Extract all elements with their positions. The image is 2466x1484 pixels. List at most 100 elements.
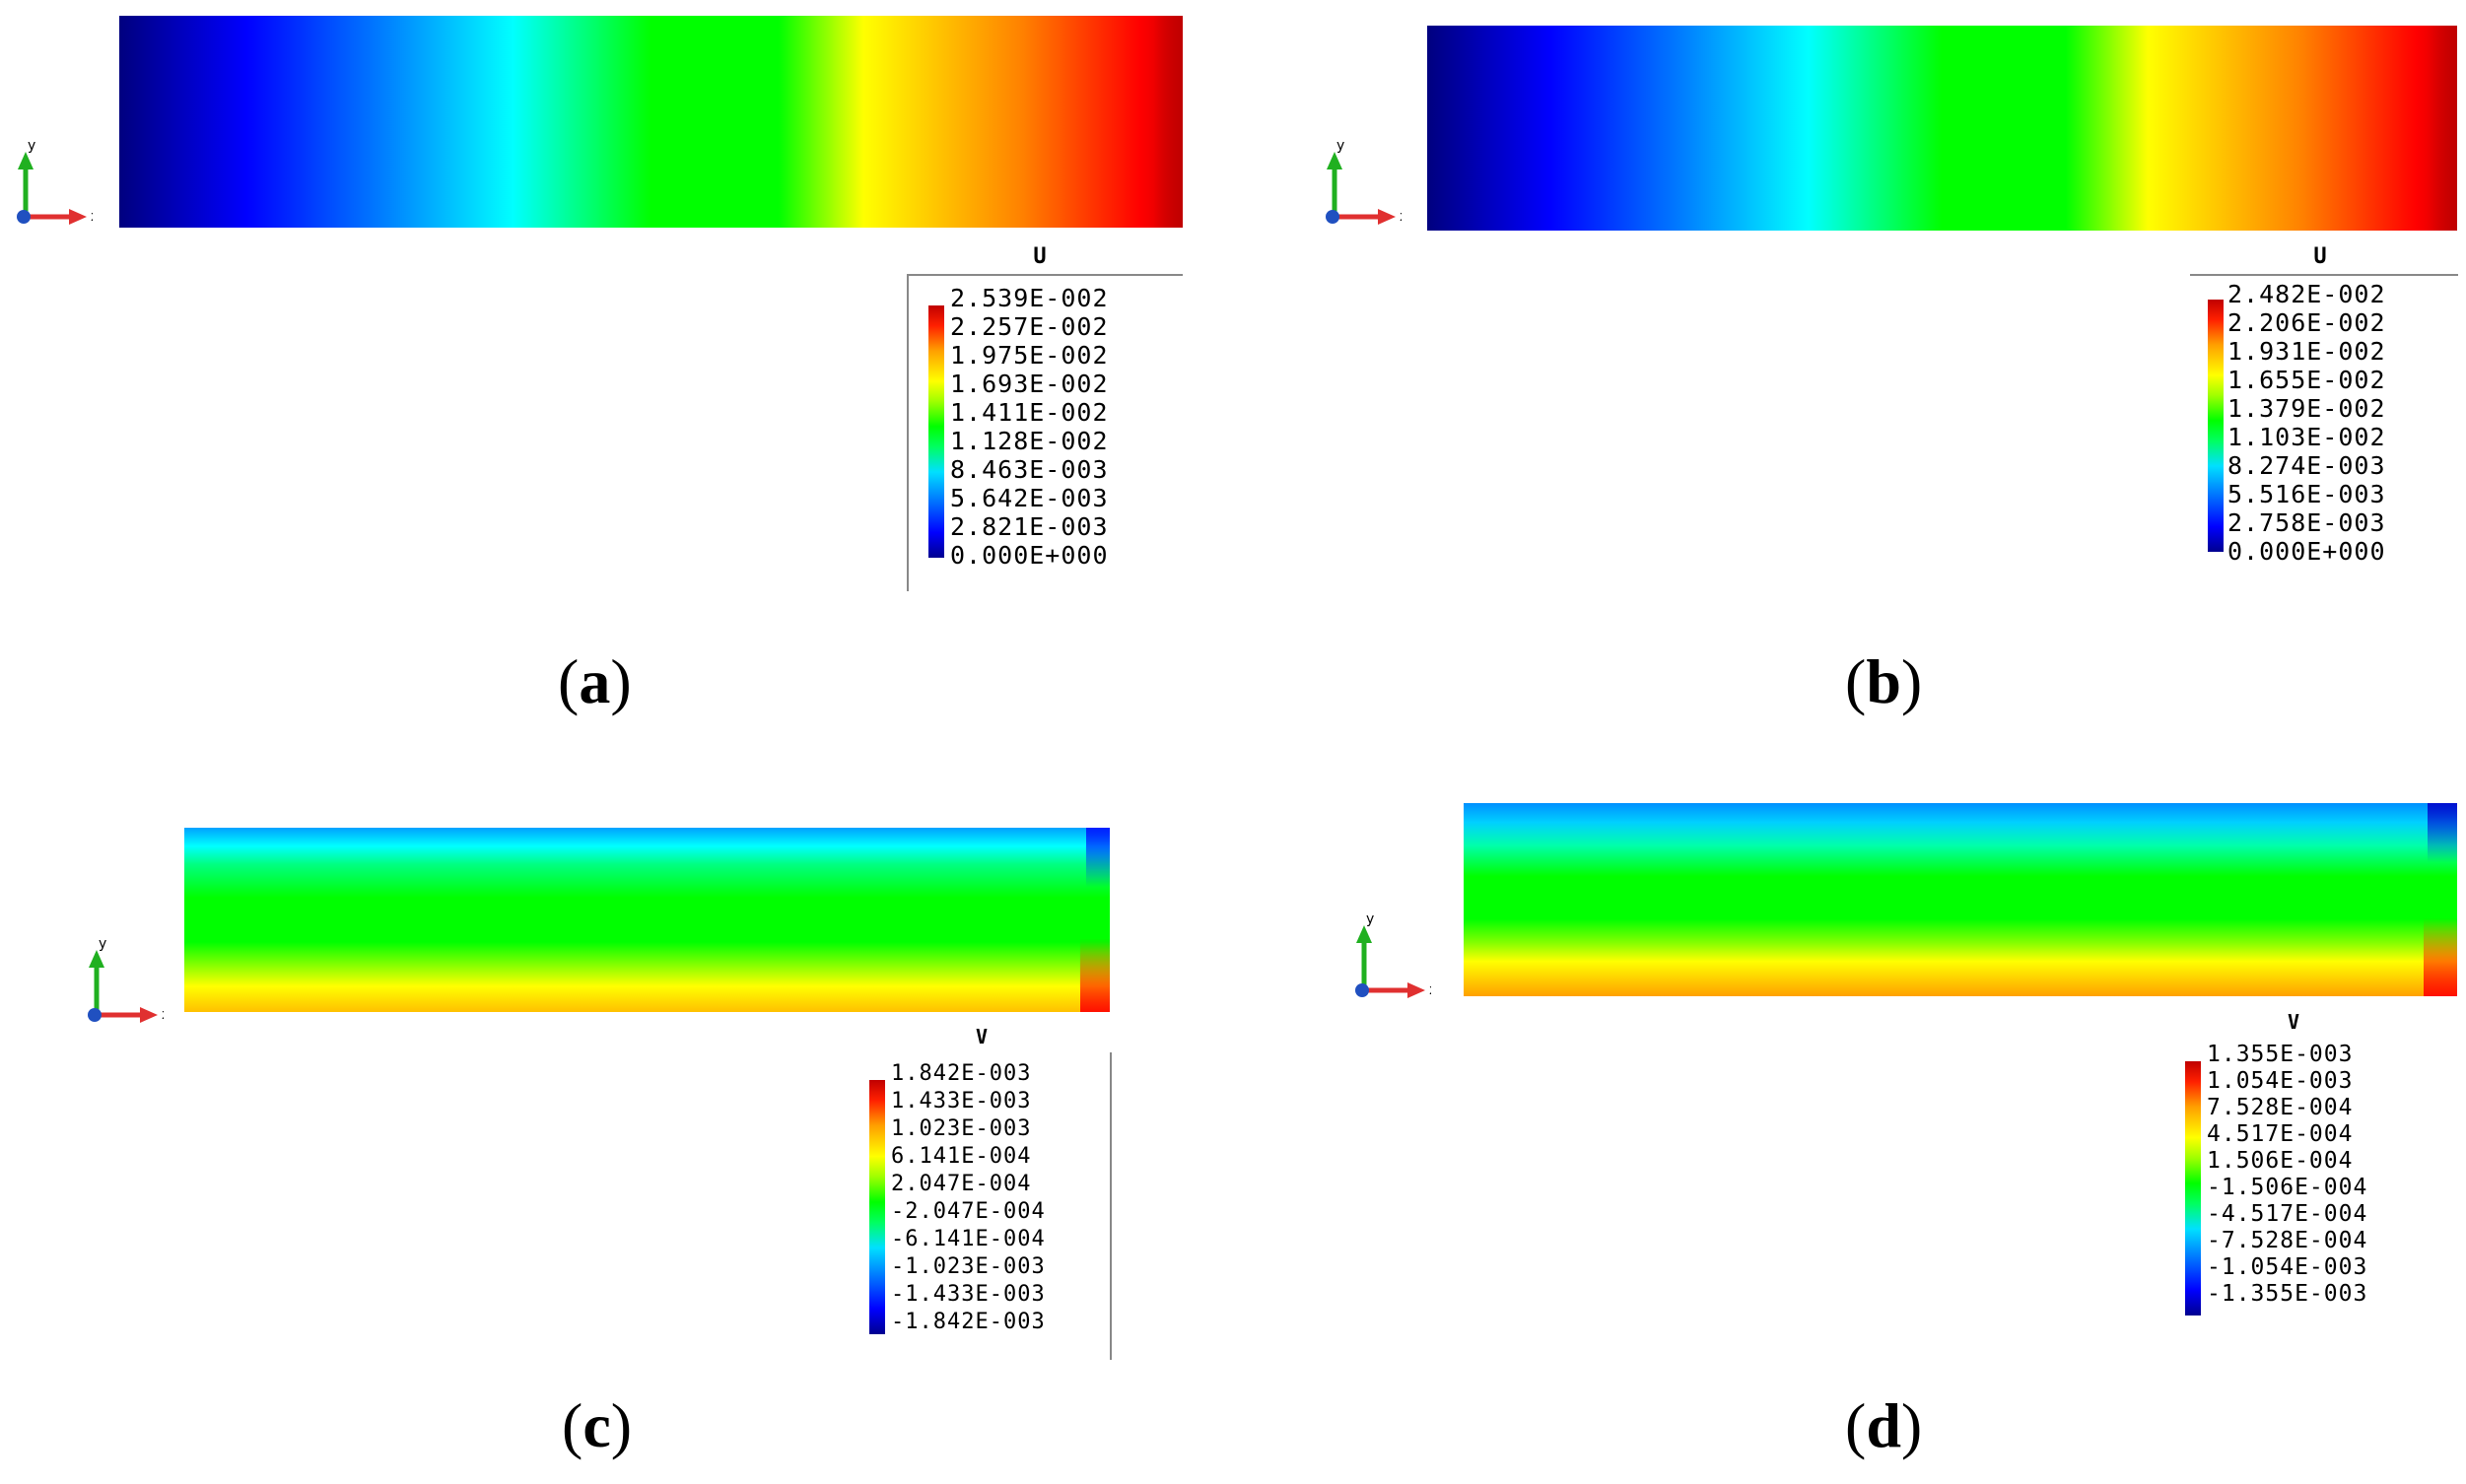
legend-frame: [907, 274, 909, 591]
legend-value: 1.411E-002: [950, 398, 1109, 427]
legend-value: 1.355E-003: [2207, 1042, 2354, 1067]
legend-color-bar: [2185, 1061, 2201, 1315]
legend-value: 1.379E-002: [2227, 394, 2386, 423]
legend-value: -1.355E-003: [2207, 1281, 2368, 1307]
legend-value: 7.528E-004: [2207, 1095, 2354, 1120]
caption-letter: d: [1866, 1390, 1901, 1460]
legend-value: 1.931E-002: [2227, 337, 2386, 366]
z-axis-dot: [17, 210, 31, 224]
legend-value: 1.506E-004: [2207, 1148, 2354, 1174]
legend-value: 1.842E-003: [891, 1061, 1032, 1086]
legend-value: 1.128E-002: [950, 427, 1109, 455]
axis-triad-c: y x: [88, 936, 164, 1023]
legend-value-list: 2.539E-002 2.257E-002 1.975E-002 1.693E-…: [950, 284, 1109, 570]
x-axis-arrowhead: [69, 209, 87, 225]
y-axis-label: y: [28, 138, 35, 154]
legend-value-list: 1.355E-003 1.054E-003 7.528E-004 4.517E-…: [2207, 1042, 2367, 1308]
y-axis-label: y: [99, 936, 106, 952]
x-axis-label: x: [162, 1007, 164, 1023]
caption-letter: a: [579, 646, 611, 716]
y-axis-label: y: [1336, 138, 1344, 154]
legend-value: 4.517E-004: [2207, 1121, 2354, 1147]
legend-value: 2.758E-003: [2227, 508, 2386, 537]
contour-plot-u-a: [119, 16, 1183, 228]
x-axis-arrowhead: [1407, 982, 1425, 998]
caption-letter: c: [582, 1390, 611, 1460]
legend-value: 5.516E-003: [2227, 480, 2386, 508]
legend-value: 1.975E-002: [950, 341, 1109, 370]
legend-value: 6.141E-004: [891, 1144, 1032, 1169]
legend-value: 2.539E-002: [950, 284, 1109, 312]
legend-value: 8.463E-003: [950, 455, 1109, 484]
legend-value: 2.257E-002: [950, 312, 1109, 341]
legend-a: U 2.539E-002 2.257E-002 1.975E-002 1.693…: [907, 244, 1183, 591]
legend-color-bar: [928, 305, 944, 558]
caption-a: (a): [558, 646, 632, 716]
corner-shading-top: [1086, 828, 1110, 887]
legend-value-list: 2.482E-002 2.206E-002 1.931E-002 1.655E-…: [2227, 280, 2386, 566]
x-axis-arrowhead: [1378, 209, 1396, 225]
legend-b: U 2.482E-002 2.206E-002 1.931E-002 1.655…: [2190, 244, 2458, 566]
legend-frame: [1110, 1052, 1112, 1360]
x-axis-label: x: [1400, 209, 1402, 225]
legend-value: -2.047E-004: [891, 1199, 1046, 1224]
z-axis-dot: [1355, 983, 1369, 997]
legend-frame: [2190, 274, 2458, 276]
legend-d: V 1.355E-003 1.054E-003 7.528E-004 4.517…: [2173, 1010, 2430, 1315]
legend-value: 2.047E-004: [891, 1172, 1032, 1196]
legend-value: 1.655E-002: [2227, 366, 2386, 394]
x-axis-label: x: [1429, 982, 1431, 998]
legend-value: 8.274E-003: [2227, 451, 2386, 480]
z-axis-dot: [1326, 210, 1339, 224]
legend-value: 2.821E-003: [950, 512, 1109, 541]
legend-value: -1.433E-003: [891, 1282, 1046, 1307]
legend-title: V: [975, 1025, 989, 1048]
contour-plot-v-c: [184, 828, 1110, 1012]
legend-value: -1.054E-003: [2207, 1254, 2368, 1280]
y-axis-arrowhead: [18, 152, 34, 169]
legend-value: -1.506E-004: [2207, 1175, 2368, 1200]
legend-value: -7.528E-004: [2207, 1228, 2368, 1253]
legend-value: -6.141E-004: [891, 1227, 1046, 1251]
y-axis-arrowhead: [1327, 152, 1342, 169]
caption-d: (d): [1845, 1390, 1923, 1460]
legend-value: 1.103E-002: [2227, 423, 2386, 451]
legend-value: 2.482E-002: [2227, 280, 2386, 308]
caption-b: (b): [1845, 646, 1923, 716]
legend-color-bar: [869, 1080, 885, 1334]
z-axis-dot: [88, 1008, 102, 1022]
legend-value: 1.023E-003: [891, 1116, 1032, 1141]
legend-value: 2.206E-002: [2227, 308, 2386, 337]
corner-shading: [2428, 26, 2457, 231]
legend-color-bar: [2208, 300, 2224, 552]
legend-value: 1.693E-002: [950, 370, 1109, 398]
legend-value: 1.433E-003: [891, 1089, 1032, 1113]
x-axis-arrowhead: [140, 1007, 158, 1023]
y-axis-arrowhead: [89, 950, 104, 968]
legend-value: -1.842E-003: [891, 1310, 1046, 1334]
contour-plot-u-b: [1427, 26, 2457, 231]
caption-letter: b: [1866, 646, 1901, 716]
axis-triad-d: y x: [1355, 911, 1431, 998]
legend-title: U: [2313, 244, 2327, 269]
legend-title: U: [1033, 244, 1047, 269]
legend-value-list: 1.842E-003 1.433E-003 1.023E-003 6.141E-…: [891, 1060, 1046, 1336]
caption-c: (c): [562, 1390, 633, 1460]
corner-shading-bottom: [2424, 917, 2457, 996]
legend-value: -1.023E-003: [891, 1254, 1046, 1279]
legend-frame: [907, 274, 1183, 276]
x-axis-label: x: [91, 209, 93, 225]
contour-plot-v-d: [1464, 803, 2457, 996]
corner-shading: [1153, 16, 1183, 228]
axis-triad-a: y x: [17, 138, 93, 225]
y-axis-arrowhead: [1356, 925, 1372, 943]
y-axis-label: y: [1366, 911, 1374, 927]
legend-value: 0.000E+000: [950, 541, 1109, 570]
legend-value: 1.054E-003: [2207, 1068, 2354, 1094]
legend-value: 5.642E-003: [950, 484, 1109, 512]
legend-value: 0.000E+000: [2227, 537, 2386, 566]
legend-title: V: [2287, 1010, 2300, 1034]
axis-triad-b: y x: [1326, 138, 1402, 225]
legend-c: V 1.842E-003 1.433E-003 1.023E-003 6.141…: [859, 1025, 1116, 1360]
legend-value: -4.517E-004: [2207, 1201, 2368, 1227]
